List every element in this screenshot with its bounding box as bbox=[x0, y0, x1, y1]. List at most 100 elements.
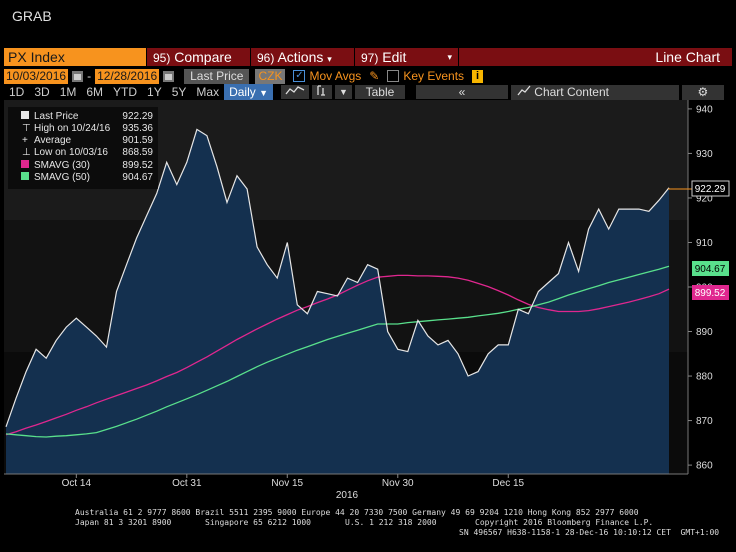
compare-shortcut: 95) bbox=[153, 51, 171, 65]
mov-avgs-label: Mov Avgs bbox=[309, 69, 362, 83]
legend-swatch-last-price bbox=[21, 111, 29, 119]
x-tick-label: Oct 14 bbox=[62, 478, 92, 489]
info-icon[interactable]: i bbox=[472, 69, 484, 83]
legend-last-price-value: 922.29 bbox=[122, 111, 153, 122]
actions-shortcut: 96) bbox=[257, 51, 275, 65]
range-max[interactable]: Max bbox=[196, 85, 220, 99]
legend-low-value: 868.59 bbox=[122, 147, 153, 158]
sma50-axis-label: 904.67 bbox=[695, 264, 726, 275]
legend-sma50-value: 904.67 bbox=[122, 172, 153, 183]
legend-sma30-label: SMAVG (30) bbox=[34, 160, 90, 171]
range-5y[interactable]: 5Y bbox=[171, 85, 187, 99]
y-tick-label: 910 bbox=[696, 238, 713, 249]
end-date-field[interactable]: 12/28/2016 bbox=[95, 68, 160, 84]
frequency-label: Daily bbox=[229, 84, 256, 99]
line-tool-icon[interactable] bbox=[281, 85, 310, 99]
date-separator: - bbox=[87, 69, 92, 83]
legend-high-label: High on 10/24/16 bbox=[34, 123, 111, 134]
legend-average-label: Average bbox=[34, 135, 72, 146]
chevron-down-icon: ▾ bbox=[327, 54, 332, 64]
last-price-axis-label: 922.29 bbox=[695, 184, 726, 195]
y-tick-label: 890 bbox=[696, 327, 713, 338]
tool-dropdown-icon[interactable]: ▼ bbox=[335, 85, 352, 99]
footer-japan: Japan 81 3 3201 8900 bbox=[75, 518, 172, 527]
footer-contacts-line: Australia 61 2 9777 8600 Brazil 5511 239… bbox=[75, 508, 639, 517]
compare-label: Compare bbox=[174, 49, 232, 65]
range-6m[interactable]: 6M bbox=[86, 85, 104, 99]
range-1y[interactable]: 1Y bbox=[147, 85, 162, 99]
legend-high-value: 935.36 bbox=[122, 123, 153, 134]
actions-button[interactable]: 96) Actions ▾ bbox=[250, 48, 354, 66]
chart-legend: Last Price 922.29 ⊤ High on 10/24/16 935… bbox=[8, 107, 158, 189]
x-tick-label: Nov 30 bbox=[382, 478, 414, 489]
range-ytd[interactable]: YTD bbox=[113, 85, 138, 99]
index-field[interactable]: PX Index bbox=[4, 48, 146, 66]
date-toolbar: 10/03/2016 - 12/28/2016 Last Price CZK ✓… bbox=[4, 68, 484, 84]
x-tick-label: Oct 31 bbox=[172, 478, 202, 489]
x-year-label: 2016 bbox=[336, 490, 359, 501]
range-1d[interactable]: 1D bbox=[9, 85, 25, 99]
footer-session-line: SN 496567 H638-1158-1 28-Dec-16 10:10:12… bbox=[459, 528, 720, 537]
chart-content-bar: « Chart Content ⚙ bbox=[413, 84, 724, 100]
x-tick-label: Dec 15 bbox=[492, 478, 524, 489]
currency-field[interactable]: CZK bbox=[255, 68, 286, 84]
table-button[interactable]: Table bbox=[354, 85, 405, 99]
chart-icon bbox=[517, 85, 531, 95]
y-tick-label: 930 bbox=[696, 149, 713, 160]
ticker-title: GRAB bbox=[12, 8, 52, 24]
key-events-checkbox[interactable]: ✓ bbox=[387, 70, 400, 82]
compare-button[interactable]: 95) Compare bbox=[146, 48, 250, 66]
legend-average-value: 901.59 bbox=[122, 135, 153, 146]
low-marker-icon: ⊥ bbox=[22, 147, 31, 158]
chart-content-label: Chart Content bbox=[534, 84, 609, 99]
sma50-axis-box bbox=[692, 261, 729, 276]
sma50-line bbox=[5, 265, 670, 438]
legend-sma50-label: SMAVG (50) bbox=[34, 172, 90, 183]
y-tick-label: 920 bbox=[696, 193, 713, 204]
calendar-icon[interactable] bbox=[163, 70, 175, 82]
y-tick-label: 940 bbox=[696, 104, 713, 115]
sma30-axis-box bbox=[692, 285, 729, 300]
legend-last-price-label: Last Price bbox=[34, 111, 79, 122]
edit-shortcut: 97) bbox=[361, 51, 379, 65]
edit-button[interactable]: 97) Edit ▾ bbox=[354, 48, 458, 66]
settings-gear-icon[interactable]: ⚙ bbox=[681, 84, 724, 100]
legend-swatch-sma50 bbox=[21, 172, 29, 180]
price-area bbox=[6, 129, 669, 474]
average-marker-icon: + bbox=[22, 135, 28, 146]
y-tick-label: 870 bbox=[696, 416, 713, 427]
y-tick-label: 880 bbox=[696, 372, 713, 383]
legend-sma30-value: 899.52 bbox=[122, 160, 153, 171]
last-price-axis-box bbox=[691, 180, 730, 197]
pencil-icon[interactable]: ✎ bbox=[369, 69, 380, 83]
top-toolbar: PX Index 95) Compare 96) Actions ▾ 97) E… bbox=[4, 48, 732, 66]
chart-type-label[interactable]: Line Chart bbox=[458, 48, 732, 66]
legend-low-label: Low on 10/03/16 bbox=[34, 147, 108, 158]
triangle-down-icon: ▼ bbox=[259, 87, 269, 98]
actions-label: Actions bbox=[277, 49, 324, 65]
range-3d[interactable]: 3D bbox=[34, 85, 50, 99]
x-tick-label: Nov 15 bbox=[271, 478, 303, 489]
field-select[interactable]: Last Price bbox=[184, 68, 250, 84]
footer-copyright: Copyright 2016 Bloomberg Finance L.P. bbox=[475, 518, 654, 527]
legend-swatch-sma30 bbox=[21, 160, 29, 168]
annotation-tool-icon[interactable] bbox=[312, 85, 333, 99]
chevron-down-icon: ▾ bbox=[447, 52, 452, 62]
calendar-icon[interactable] bbox=[72, 70, 84, 82]
chart-content-button[interactable]: Chart Content bbox=[510, 84, 679, 100]
footer-us: U.S. 1 212 318 2000 bbox=[345, 518, 437, 527]
range-1m[interactable]: 1M bbox=[59, 85, 77, 99]
footer-singapore: Singapore 65 6212 1000 bbox=[205, 518, 311, 527]
double-chevron-left-icon[interactable]: « bbox=[415, 85, 508, 99]
y-tick-label: 860 bbox=[696, 461, 713, 472]
price-line bbox=[5, 128, 670, 427]
key-events-label: Key Events bbox=[403, 69, 465, 83]
edit-label: Edit bbox=[382, 49, 407, 65]
legend-background bbox=[8, 107, 158, 189]
frequency-select[interactable]: Daily ▼ bbox=[224, 83, 274, 101]
high-marker-icon: ⊤ bbox=[22, 123, 31, 134]
start-date-field[interactable]: 10/03/2016 bbox=[4, 68, 69, 84]
mov-avgs-checkbox[interactable]: ✓ bbox=[293, 70, 306, 82]
range-toolbar: 1D 3D 1M 6M YTD 1Y 5Y Max Daily ▼ ▼ Tabl… bbox=[4, 83, 732, 101]
